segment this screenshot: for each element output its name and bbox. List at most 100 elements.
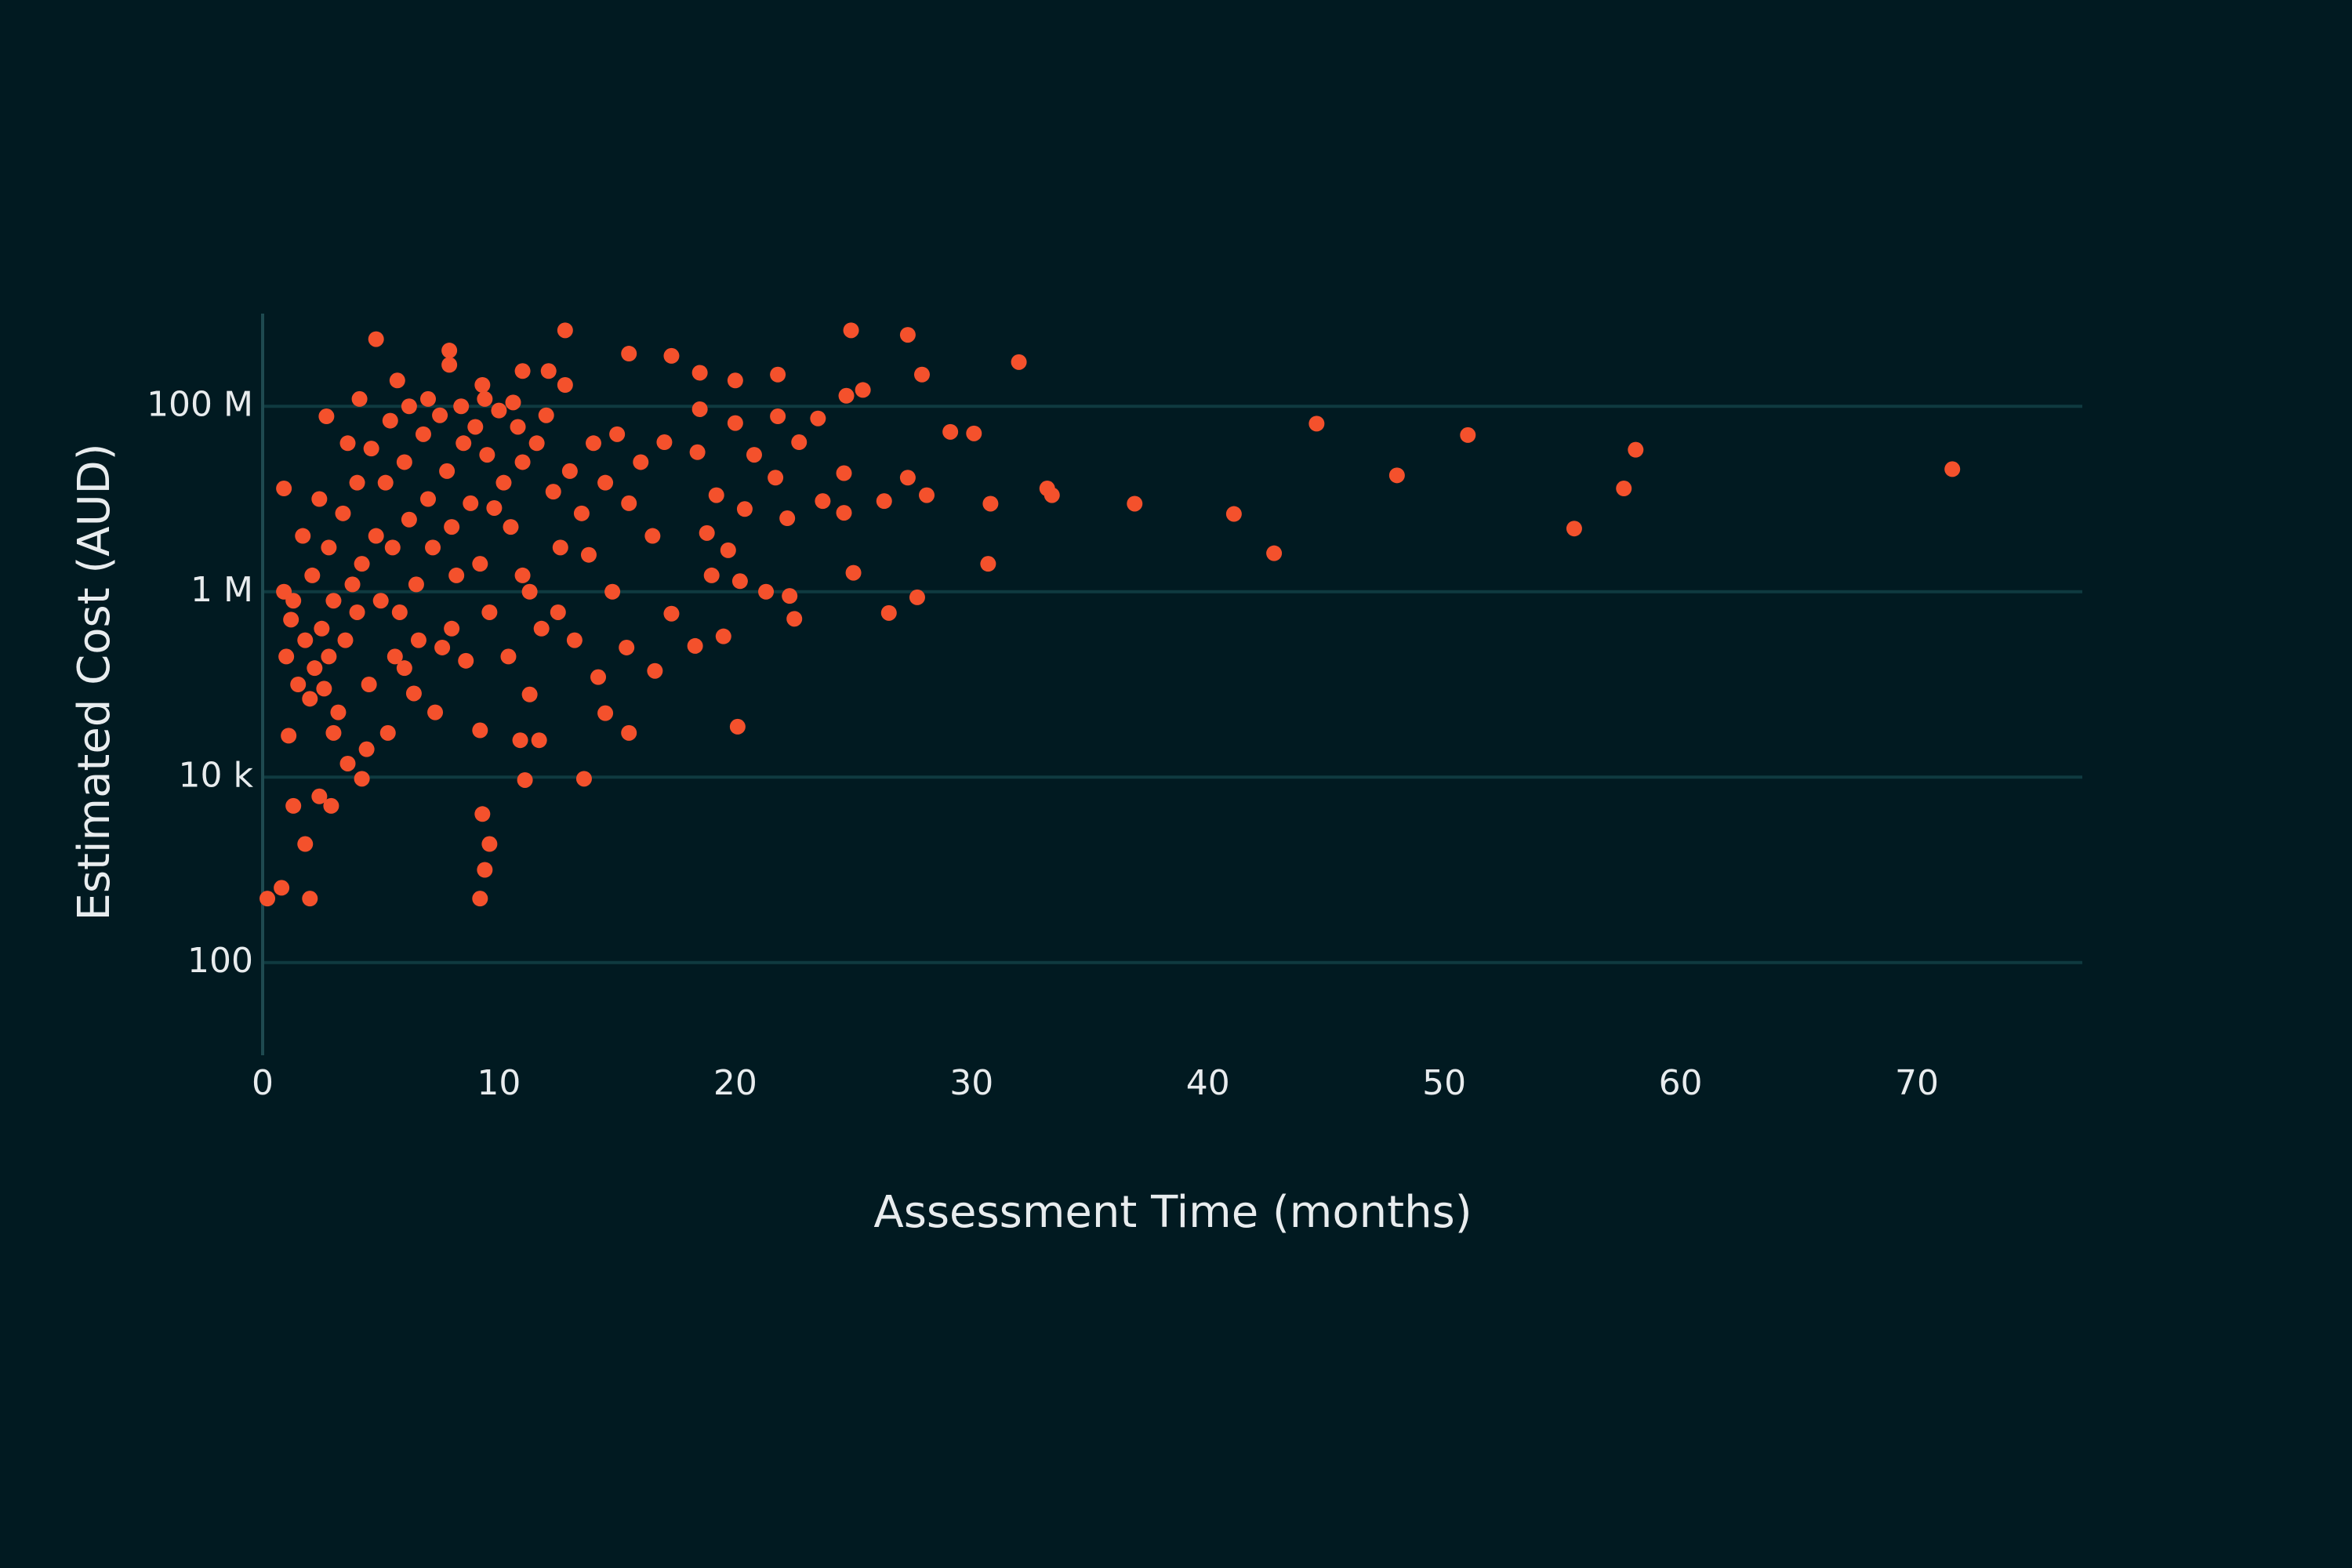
point	[540, 363, 557, 379]
point	[633, 454, 649, 470]
x-tick-label: 20	[713, 1063, 757, 1103]
point	[1944, 461, 1961, 477]
point	[619, 639, 635, 655]
point	[552, 539, 568, 556]
y-tick-label: 1 M	[191, 570, 253, 610]
point	[1308, 416, 1325, 432]
point	[444, 620, 460, 637]
point	[838, 387, 855, 404]
point	[514, 363, 531, 379]
point	[467, 419, 484, 435]
point	[727, 372, 743, 389]
point	[621, 346, 637, 362]
point	[727, 415, 743, 431]
point	[396, 660, 412, 677]
point	[276, 481, 292, 497]
point	[456, 435, 472, 452]
point	[441, 343, 458, 359]
point	[1011, 354, 1027, 370]
point	[899, 470, 916, 486]
point	[453, 398, 470, 415]
point	[339, 755, 356, 771]
point	[510, 419, 526, 435]
point	[311, 788, 328, 804]
point	[297, 632, 314, 648]
point	[302, 691, 318, 707]
point	[531, 732, 547, 749]
point	[647, 662, 663, 679]
point	[1225, 506, 1242, 522]
point	[448, 567, 465, 583]
point	[521, 583, 538, 600]
x-tick-label: 30	[949, 1063, 993, 1103]
point	[514, 567, 531, 583]
point	[528, 435, 545, 452]
point	[786, 611, 803, 627]
point	[663, 347, 680, 364]
point	[815, 493, 831, 510]
point	[731, 573, 748, 590]
point	[609, 426, 626, 442]
point	[566, 632, 583, 648]
point	[368, 331, 384, 347]
point	[1460, 426, 1476, 443]
point	[621, 724, 637, 741]
point	[274, 880, 290, 896]
point	[295, 528, 311, 544]
y-tick-label: 100 M	[147, 384, 253, 424]
point	[354, 556, 370, 572]
point	[845, 564, 862, 581]
point	[604, 583, 621, 600]
point	[703, 567, 720, 583]
point	[545, 484, 561, 500]
point	[521, 686, 538, 702]
point	[405, 685, 422, 702]
point	[810, 410, 826, 426]
point	[495, 474, 512, 491]
point	[768, 470, 784, 486]
point	[909, 589, 925, 605]
point	[699, 524, 715, 541]
point	[458, 652, 474, 669]
point	[621, 495, 637, 511]
point	[344, 576, 361, 593]
point	[377, 474, 394, 491]
x-tick-label: 0	[252, 1063, 274, 1103]
point	[330, 704, 347, 720]
point	[339, 435, 356, 452]
point	[1039, 481, 1055, 497]
point	[316, 681, 332, 697]
point	[290, 677, 307, 692]
y-tick-label: 10 k	[179, 755, 254, 795]
x-tick-label: 40	[1186, 1063, 1230, 1103]
point	[425, 539, 441, 556]
point	[307, 660, 323, 677]
point	[387, 648, 403, 665]
point	[982, 495, 999, 512]
point	[855, 382, 871, 398]
point	[586, 435, 601, 452]
point	[427, 704, 444, 720]
point	[358, 741, 375, 757]
point	[481, 604, 498, 620]
point	[486, 499, 503, 516]
point	[361, 677, 377, 692]
point	[335, 505, 351, 521]
point	[729, 718, 746, 735]
point	[297, 836, 314, 852]
point	[836, 505, 852, 521]
point	[691, 401, 708, 417]
x-axis-title: Assessment Time (months)	[873, 1187, 1472, 1238]
point	[379, 724, 396, 741]
point	[779, 510, 796, 527]
point	[512, 732, 528, 749]
point	[899, 327, 916, 343]
point	[283, 612, 299, 628]
point	[278, 648, 295, 665]
point	[337, 632, 354, 648]
point	[463, 495, 479, 511]
point	[391, 604, 408, 620]
point	[321, 648, 337, 665]
point	[479, 447, 495, 463]
